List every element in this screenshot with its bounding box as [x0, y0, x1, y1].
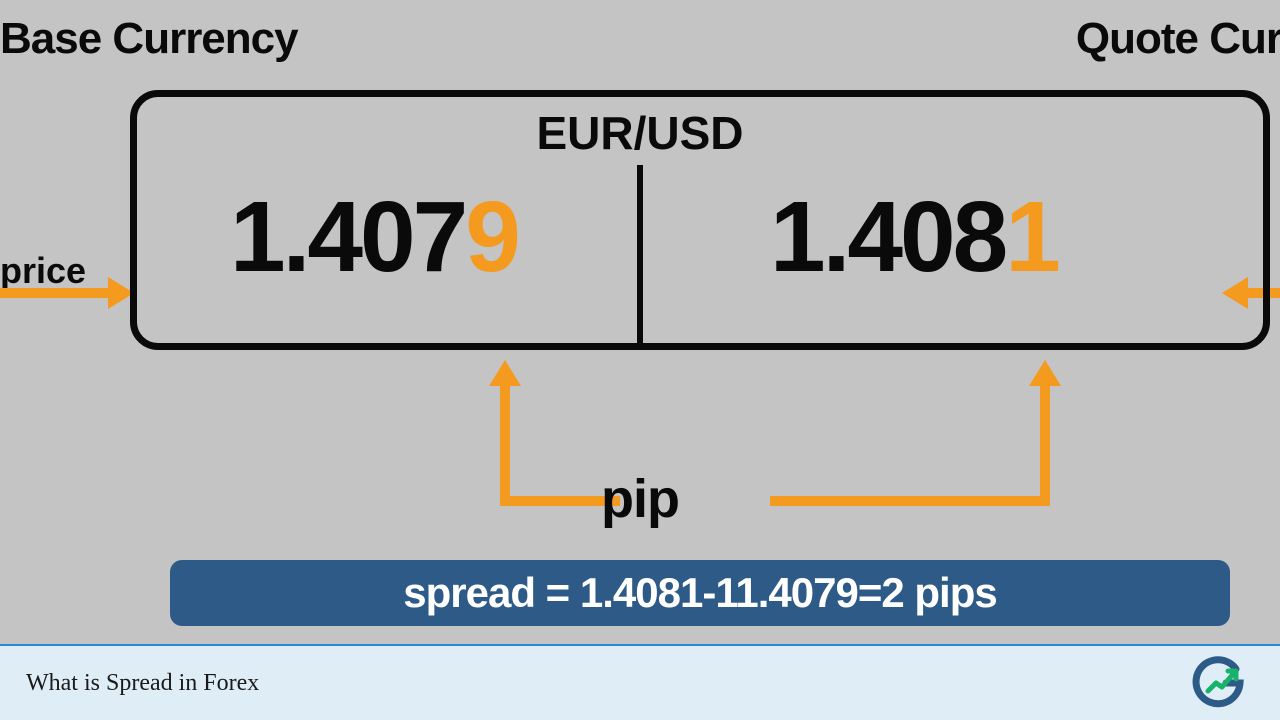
pip-left-arrow-vert — [500, 382, 510, 504]
caption-text: What is Spread in Forex — [26, 670, 259, 697]
bid-pip-digit: 9 — [465, 181, 518, 293]
pip-right-arrow-vert — [1040, 382, 1050, 504]
spread-formula-text: spread = 1.4081-11.4079=2 pips — [403, 569, 996, 617]
ask-main: 1.408 — [770, 181, 1005, 293]
base-currency-header: Base Currency — [0, 14, 298, 64]
currency-pair: EUR/USD — [536, 106, 743, 160]
quote-currency-header: Quote Cur — [1076, 14, 1280, 64]
brand-logo-icon — [1190, 655, 1246, 711]
box-divider — [637, 165, 643, 345]
bid-price: 1.4079 — [230, 180, 518, 295]
pip-label: pip — [601, 468, 679, 530]
ask-pip-digit: 1 — [1005, 181, 1058, 293]
caption-bar: What is Spread in Forex — [0, 644, 1280, 720]
left-arrow-shaft — [0, 288, 112, 298]
price-label: price — [0, 250, 86, 292]
ask-price: 1.4081 — [770, 180, 1058, 295]
bid-main: 1.407 — [230, 181, 465, 293]
spread-formula-box: spread = 1.4081-11.4079=2 pips — [170, 560, 1230, 626]
pip-right-connector — [770, 496, 1050, 506]
diagram-area: Base Currency Quote Cur price EUR/USD 1.… — [0, 0, 1280, 644]
